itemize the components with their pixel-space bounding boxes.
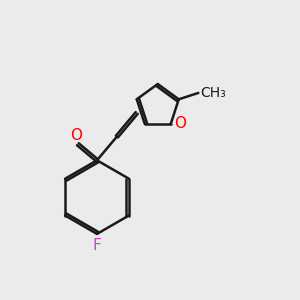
Text: O: O [70,128,83,143]
Text: O: O [174,116,186,131]
Text: CH₃: CH₃ [201,86,226,100]
Text: F: F [93,238,101,253]
